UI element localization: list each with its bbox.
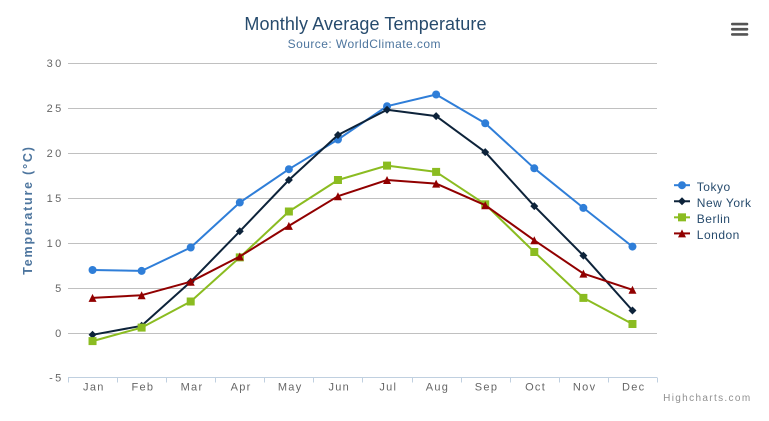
svg-text:Sep: Sep bbox=[475, 381, 498, 393]
svg-text:25: 25 bbox=[47, 103, 64, 115]
svg-text:Berlin: Berlin bbox=[697, 212, 731, 226]
svg-text:15: 15 bbox=[47, 193, 64, 205]
svg-text:May: May bbox=[278, 381, 303, 393]
svg-text:Apr: Apr bbox=[231, 381, 252, 393]
svg-text:Highcharts.com: Highcharts.com bbox=[663, 393, 751, 404]
svg-text:Tokyo: Tokyo bbox=[697, 180, 731, 194]
svg-text:0: 0 bbox=[55, 328, 63, 340]
svg-text:Oct: Oct bbox=[525, 381, 546, 393]
svg-text:30: 30 bbox=[47, 58, 64, 70]
svg-text:10: 10 bbox=[47, 238, 64, 250]
svg-text:Feb: Feb bbox=[132, 381, 155, 393]
svg-text:Jun: Jun bbox=[328, 381, 350, 393]
svg-text:Jan: Jan bbox=[83, 381, 105, 393]
svg-text:-5: -5 bbox=[49, 373, 63, 385]
svg-text:London: London bbox=[697, 228, 740, 242]
svg-text:Mar: Mar bbox=[181, 381, 204, 393]
svg-text:5: 5 bbox=[55, 283, 63, 295]
svg-text:Jul: Jul bbox=[379, 381, 397, 393]
svg-text:20: 20 bbox=[47, 148, 64, 160]
svg-text:Nov: Nov bbox=[573, 381, 596, 393]
svg-text:Aug: Aug bbox=[426, 381, 449, 393]
svg-text:Monthly Average Temperature: Monthly Average Temperature bbox=[244, 14, 486, 34]
svg-text:Dec: Dec bbox=[622, 381, 645, 393]
svg-text:Source: WorldClimate.com: Source: WorldClimate.com bbox=[288, 37, 441, 51]
svg-text:New York: New York bbox=[697, 196, 752, 210]
svg-text:Temperature (°C): Temperature (°C) bbox=[21, 145, 35, 274]
